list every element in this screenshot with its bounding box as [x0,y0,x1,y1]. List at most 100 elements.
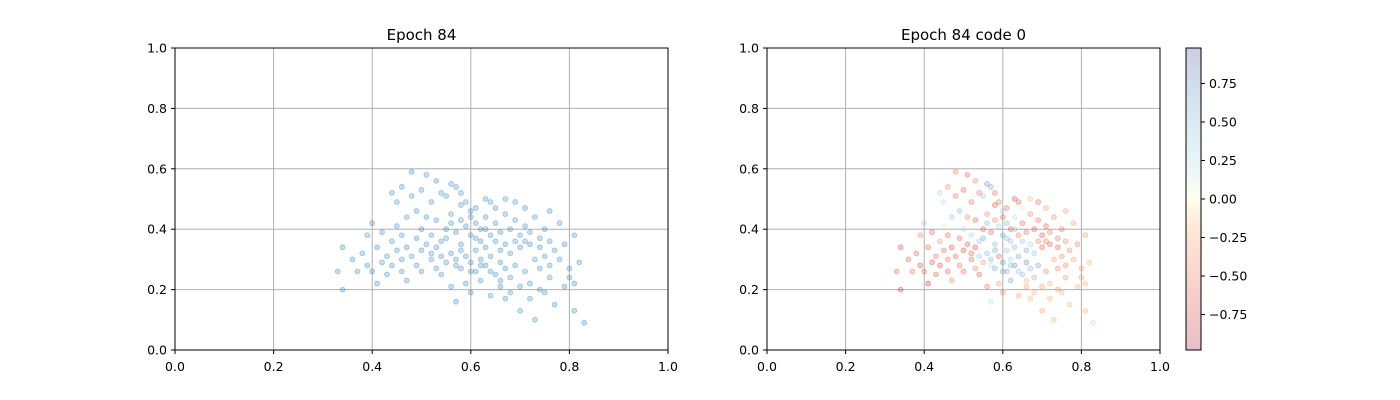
data-point [1015,232,1022,239]
data-point [443,226,450,233]
data-point [999,232,1006,239]
x-tick-label: 0.4 [914,359,934,374]
data-point [999,208,1006,214]
data-point [995,280,1002,287]
data-point [453,298,459,305]
data-point [413,262,420,269]
x-tick-label: 1.0 [1150,359,1170,374]
data-point [418,226,425,233]
data-point [507,226,514,233]
data-point [369,220,376,227]
data-point [398,268,405,275]
data-point [576,259,583,266]
data-point [566,274,573,281]
data-point [1050,256,1057,263]
data-point [1027,211,1034,218]
data-point [497,283,504,290]
data-point [976,190,983,196]
data-point [462,199,469,205]
data-point [487,253,494,260]
data-point [1058,289,1065,296]
y-tick-label: 0.2 [739,282,759,297]
data-point [398,184,405,190]
data-point [929,259,935,266]
data-point [960,268,967,275]
data-point [976,238,983,245]
data-point [1090,319,1097,326]
data-point [398,256,405,263]
data-point [462,253,469,260]
x-tick-label: 0.2 [836,359,856,374]
data-point [1043,205,1049,211]
data-point [374,244,381,251]
data-point [1082,307,1089,314]
data-point [897,244,904,251]
data-point [999,289,1006,296]
data-point [497,229,504,236]
data-point [462,223,469,230]
data-point [433,265,440,272]
data-point [403,244,410,251]
data-point [992,202,998,208]
data-point [541,289,548,296]
data-point [458,190,464,196]
data-point [448,211,454,218]
data-point [940,199,947,205]
data-point [1003,235,1010,242]
data-point [467,214,474,221]
data-point [556,256,563,263]
data-point [482,196,489,202]
data-point [453,262,459,269]
data-point [492,220,499,227]
data-point [507,289,514,296]
data-point [1062,208,1069,214]
data-point [897,286,904,293]
data-point [995,223,1002,230]
data-point [571,280,578,287]
data-point [443,193,450,199]
data-point [1054,235,1061,242]
data-point [1019,271,1026,278]
data-point [393,223,400,230]
colorbar: −0.75 −0.50 −0.25 0.00 0.25 0.50 0.75 [1185,47,1247,351]
data-point [349,256,356,263]
data-point [1003,268,1010,275]
colorbar-tick-label: 0.25 [1209,153,1237,168]
data-point [453,256,459,263]
data-point [438,190,445,196]
data-point [972,244,979,251]
data-point [1070,256,1077,263]
data-point [482,214,489,221]
data-point [561,283,568,290]
data-point [909,268,916,275]
data-point [453,229,459,236]
y-tick-label: 0.0 [739,343,759,358]
data-point [384,271,390,278]
data-point [952,193,959,199]
data-point [1007,277,1014,284]
data-point [1066,247,1073,254]
data-point [364,232,371,239]
y-tick-label: 0.0 [147,343,167,358]
data-point [482,244,489,251]
data-point [408,253,415,260]
data-point [517,283,523,290]
y-tick-label: 0.8 [147,101,167,116]
data-point [423,241,430,248]
data-point [976,271,983,278]
data-point [448,220,454,227]
data-point [968,199,975,205]
data-point [937,262,943,269]
data-point [1082,232,1089,239]
data-point [522,238,528,245]
data-point [448,250,454,257]
data-point [1015,199,1022,205]
data-point [944,268,951,275]
data-point [517,232,523,239]
data-point [492,205,499,211]
data-point [1047,280,1053,287]
data-point [1062,262,1069,269]
data-point [988,256,994,263]
data-point [925,244,932,251]
